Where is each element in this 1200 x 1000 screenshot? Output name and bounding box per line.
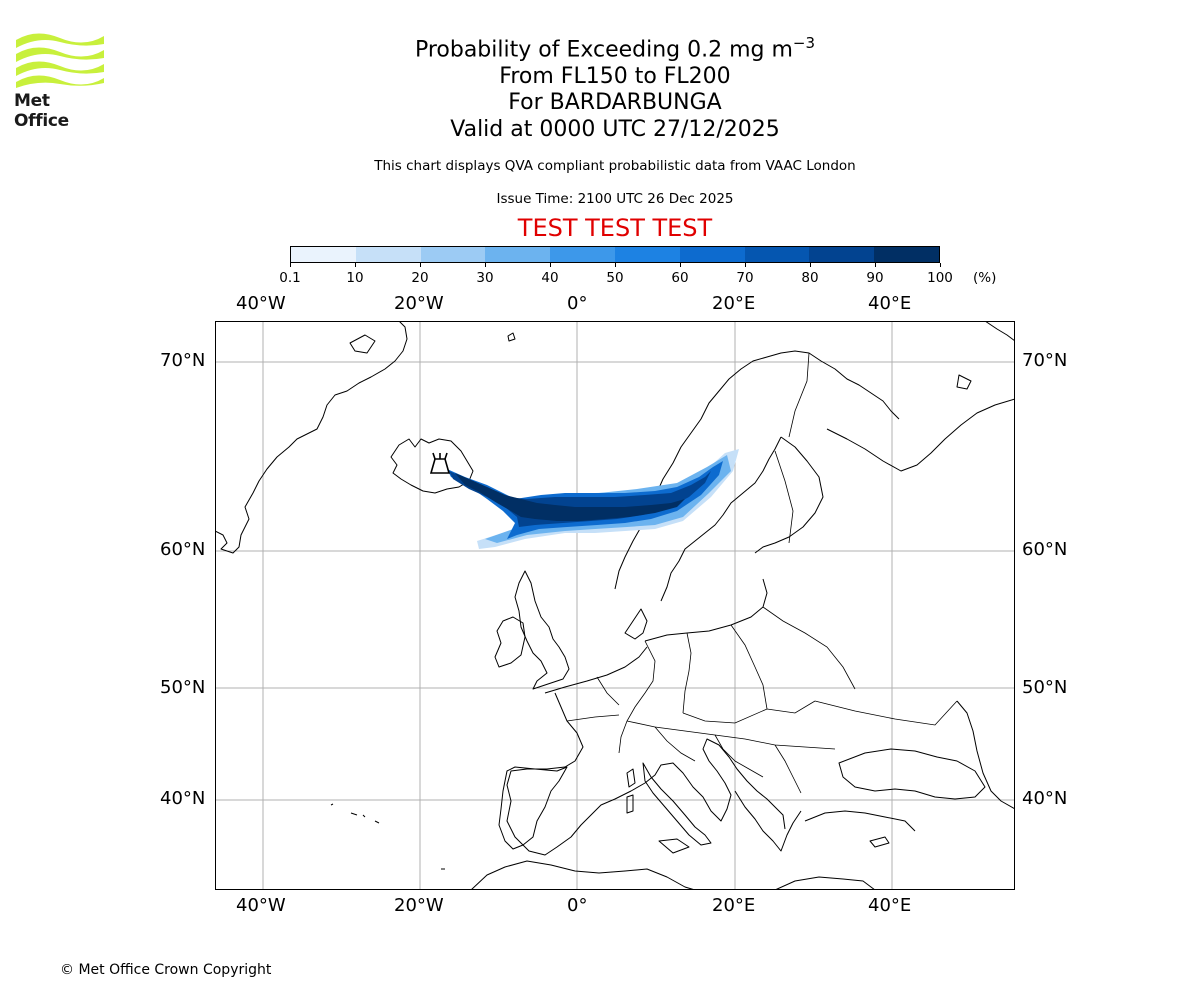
ireland-coast — [494, 616, 526, 668]
colorbar-segment — [809, 247, 875, 262]
caspian-coast — [956, 700, 1015, 810]
europe-west-coast — [506, 646, 786, 856]
colorbar-tick-mark — [354, 263, 356, 267]
volcano-name: For BARDARBUNGA — [508, 90, 722, 115]
colorbar-tick-label: 60 — [671, 270, 689, 286]
chart-description: This chart displays QVA compliant probab… — [374, 158, 856, 174]
volcano-icon — [429, 452, 451, 474]
met-office-waves-icon — [16, 33, 104, 88]
norway-coast — [614, 350, 900, 590]
kola-coast — [826, 398, 1015, 472]
colorbar-tick-label: 70 — [736, 270, 754, 286]
lat-label-left: 70°N — [160, 350, 206, 371]
coastlines — [215, 321, 1015, 890]
met-office-logo-text: Met Office — [14, 91, 69, 131]
colorbar-tick-mark — [679, 263, 681, 267]
lat-label-right: 40°N — [1022, 788, 1068, 809]
lat-label-right: 60°N — [1022, 539, 1068, 560]
colorbar-tick-label: 0.1 — [279, 270, 301, 286]
lon-label-top: 20°W — [394, 293, 444, 314]
italy-coast — [642, 762, 712, 846]
black-sea-coast — [838, 748, 986, 800]
colorbar-tick-mark — [939, 263, 941, 267]
iberia-coast — [498, 766, 568, 850]
colorbar-segment — [291, 247, 356, 262]
colorbar-segment — [485, 247, 551, 262]
flight-levels: From FL150 to FL200 — [499, 64, 731, 89]
colorbar-tick-label: 30 — [476, 270, 494, 286]
north-africa-coast — [470, 860, 876, 890]
colorbar-tick-label: 50 — [606, 270, 624, 286]
lon-label-bottom: 0° — [567, 895, 588, 916]
lat-label-left: 60°N — [160, 539, 206, 560]
test-banner: TEST TEST TEST — [517, 214, 713, 242]
colorbar-tick-label: 100 — [927, 270, 953, 286]
copyright-notice: © Met Office Crown Copyright — [60, 962, 272, 978]
colorbar-tick-mark — [484, 263, 486, 267]
title-exponent: −3 — [792, 34, 816, 52]
graticule — [215, 321, 1015, 890]
ash-probability-field — [447, 449, 739, 549]
colorbar-tick-label: 10 — [346, 270, 364, 286]
colorbar-segment — [420, 247, 486, 262]
colorbar-tick-mark — [289, 263, 291, 267]
sweden-coast — [660, 436, 782, 602]
colorbar-tick-label: 40 — [541, 270, 559, 286]
lon-label-bottom: 20°E — [712, 895, 756, 916]
finland-coast — [754, 436, 824, 554]
map-panel — [215, 321, 1015, 890]
colorbar-tick-label: 20 — [411, 270, 429, 286]
lat-label-left: 40°N — [160, 788, 206, 809]
lon-label-top: 40°E — [868, 293, 912, 314]
title-text: Probability of Exceeding 0.2 mg m — [414, 37, 793, 63]
greece-coast — [734, 790, 802, 852]
denmark-coast — [624, 608, 648, 640]
colorbar-tick-mark — [419, 263, 421, 267]
colorbar-tick-mark — [614, 263, 616, 267]
lat-label-left: 50°N — [160, 677, 206, 698]
colorbar-tick-label: 80 — [801, 270, 819, 286]
colorbar-segment — [614, 247, 680, 262]
valid-time: Valid at 0000 UTC 27/12/2025 — [450, 117, 780, 142]
colorbar-segment — [679, 247, 745, 262]
lon-label-top: 20°E — [712, 293, 756, 314]
colorbar — [290, 246, 940, 263]
lon-label-bottom: 40°W — [236, 895, 286, 916]
baltic-south-coast — [644, 578, 768, 642]
colorbar-tick-mark — [809, 263, 811, 267]
colorbar-segment — [355, 247, 421, 262]
chart-title: Probability of Exceeding 0.2 mg m−3 — [0, 30, 1200, 63]
lon-label-top: 0° — [567, 293, 588, 314]
lon-label-bottom: 20°W — [394, 895, 444, 916]
britain-coast — [514, 570, 570, 690]
country-borders — [566, 352, 958, 794]
colorbar-segment — [744, 247, 810, 262]
lat-label-right: 70°N — [1022, 350, 1068, 371]
colorbar-unit: (%) — [973, 270, 997, 286]
colorbar-tick-mark — [744, 263, 746, 267]
colorbar-tick-mark — [549, 263, 551, 267]
iceland-coast — [390, 438, 474, 494]
colorbar-tick-mark — [874, 263, 876, 267]
lon-label-top: 40°W — [236, 293, 286, 314]
lon-label-bottom: 40°E — [868, 895, 912, 916]
plume-band — [455, 473, 685, 521]
colorbar-segment — [874, 247, 939, 262]
colorbar-tick-label: 90 — [866, 270, 884, 286]
greenland-coast — [215, 321, 408, 554]
lat-label-right: 50°N — [1022, 677, 1068, 698]
issue-time: Issue Time: 2100 UTC 26 Dec 2025 — [496, 191, 734, 207]
colorbar-segment — [550, 247, 615, 262]
met-office-logo: Met Office — [14, 30, 109, 131]
